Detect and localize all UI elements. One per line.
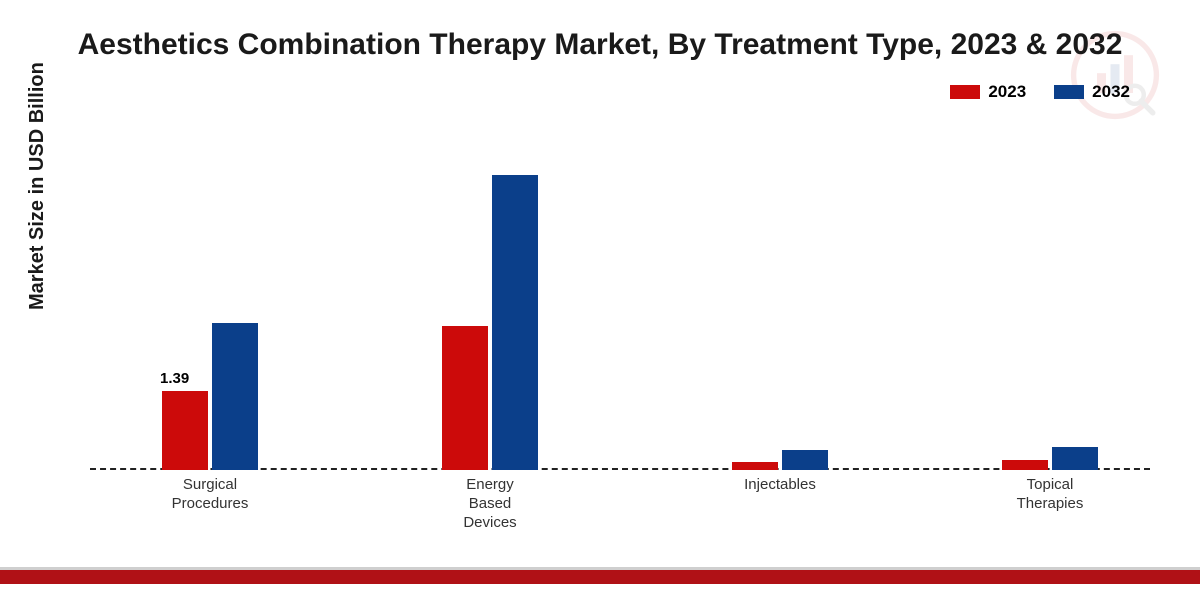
- legend-item-2032: 2032: [1054, 82, 1130, 102]
- legend-swatch-2032: [1054, 85, 1084, 99]
- legend-label-2032: 2032: [1092, 82, 1130, 102]
- bar: [732, 462, 778, 471]
- bar-group: [1002, 447, 1098, 470]
- bar-group: [442, 175, 538, 470]
- y-axis-label: Market Size in USD Billion: [26, 62, 49, 310]
- bar: [212, 323, 258, 470]
- plot-area: 1.39: [90, 130, 1150, 470]
- footer-bar: [0, 570, 1200, 584]
- x-tick-label: Injectables: [700, 476, 860, 495]
- legend-label-2023: 2023: [988, 82, 1026, 102]
- x-tick-label: TopicalTherapies: [970, 476, 1130, 514]
- bar: [782, 450, 828, 470]
- bar: [1002, 460, 1048, 470]
- x-tick-label: SurgicalProcedures: [130, 476, 290, 514]
- bar: [162, 391, 208, 470]
- bar-group: [732, 450, 828, 470]
- bar-group: 1.39: [162, 323, 258, 470]
- bar: [1052, 447, 1098, 470]
- x-axis-labels: SurgicalProcedures EnergyBasedDevices Inje…: [90, 470, 1150, 530]
- chart-title: Aesthetics Combination Therapy Market, B…: [0, 28, 1200, 62]
- legend: 2023 2032: [950, 82, 1130, 102]
- x-tick-label: EnergyBasedDevices: [410, 476, 570, 532]
- legend-item-2023: 2023: [950, 82, 1026, 102]
- legend-swatch-2023: [950, 85, 980, 99]
- bar: [442, 326, 488, 471]
- bar-value-label: 1.39: [160, 370, 189, 387]
- bar: [492, 175, 538, 470]
